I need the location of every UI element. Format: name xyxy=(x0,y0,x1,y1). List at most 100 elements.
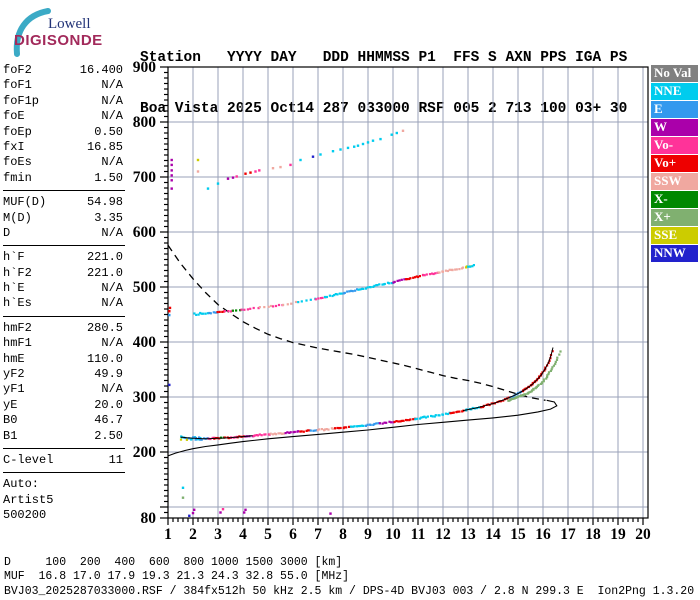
param-row-yf2: yF2 49.9 xyxy=(3,367,123,382)
echo-dot xyxy=(274,433,278,436)
echo-dot xyxy=(288,431,291,434)
panel-separator xyxy=(3,190,125,192)
x-axis-label: 18 xyxy=(585,526,601,543)
echo-dot xyxy=(381,422,384,425)
echo-dot xyxy=(328,294,331,297)
legend-item-e: E xyxy=(651,101,698,118)
echo-dot xyxy=(554,362,557,366)
param-value: N/A xyxy=(101,93,123,108)
echo-dot xyxy=(196,158,200,162)
param-value: 0.50 xyxy=(94,124,123,139)
echo-dot xyxy=(312,429,315,432)
param-label: B1 xyxy=(3,428,18,443)
param-row-hme: hmE 110.0 xyxy=(3,352,123,367)
echo-dot xyxy=(243,308,246,311)
echo-dot xyxy=(286,431,289,434)
param-row-hmf2: hmF2 280.5 xyxy=(3,321,123,336)
echo-dot xyxy=(401,129,405,132)
echo-dot xyxy=(469,265,472,268)
param-label: foF2 xyxy=(3,63,32,77)
echo-dot xyxy=(319,153,322,156)
ionogram-plot: 900 800 700 600 500 400 300 200 80 1 2 3 4 5 6 7 8 9 10 11 1… xyxy=(133,59,651,543)
y-axis-label: 80 xyxy=(141,510,157,527)
param-label: yF2 xyxy=(3,367,25,382)
echo-dot xyxy=(424,416,428,419)
echo-dot xyxy=(221,508,225,511)
echo-dot xyxy=(348,290,351,293)
echo-dot xyxy=(412,418,415,421)
echo-dot xyxy=(181,486,185,489)
echo-dot xyxy=(235,309,238,312)
x-axis-label: 9 xyxy=(364,526,372,543)
param-row-foe: foE N/A xyxy=(3,109,123,124)
echo-dot xyxy=(413,276,417,279)
y-axis-label: 900 xyxy=(133,59,157,76)
echo-dot xyxy=(546,374,549,377)
echo-dot xyxy=(272,305,275,308)
echo-dot xyxy=(361,142,365,146)
param-label: foEp xyxy=(3,124,32,139)
echo-dot xyxy=(364,424,367,427)
echo-dot xyxy=(454,268,457,271)
echo-dot xyxy=(395,131,398,135)
echo-dot xyxy=(282,432,285,435)
echo-dot xyxy=(336,293,339,296)
param-row-fmin: fmin 1.50 xyxy=(3,171,123,186)
y-axis-label: 700 xyxy=(133,169,157,186)
panel-separator xyxy=(3,447,125,449)
echo-dot xyxy=(362,287,365,290)
transmission-curve-dashed xyxy=(167,244,546,401)
echo-dot xyxy=(538,375,541,378)
echo-dot xyxy=(448,268,451,271)
echo-dot xyxy=(359,424,362,428)
echo-dot xyxy=(185,438,188,441)
y-axis-label: 400 xyxy=(133,334,157,351)
echo-dot xyxy=(267,305,270,308)
x-axis-label: 11 xyxy=(411,526,426,543)
echo-dot xyxy=(297,301,300,304)
echo-dot xyxy=(416,417,419,420)
echo-dot xyxy=(290,302,293,305)
param-value: 280.5 xyxy=(86,320,123,335)
echo-dot xyxy=(353,145,356,148)
echo-dot xyxy=(260,434,263,437)
echo-dot xyxy=(286,303,289,306)
legend-item-vo-: Vo- xyxy=(651,137,698,154)
echo-dot xyxy=(221,310,224,313)
echo-dot xyxy=(451,411,454,414)
echo-dot xyxy=(392,281,395,284)
echo-dot xyxy=(551,350,554,353)
echo-dot xyxy=(471,265,474,268)
echo-dot xyxy=(520,394,523,397)
param-value: 16.400 xyxy=(79,63,123,77)
echo-dot xyxy=(282,303,285,306)
param-row-mufd: MUF(D) 54.98 xyxy=(3,195,123,210)
param-label: hmF2 xyxy=(3,320,32,335)
echo-dot xyxy=(433,415,436,418)
echo-dot xyxy=(390,282,393,285)
param-row-fxi: fxI 16.85 xyxy=(3,140,123,155)
echo-dot xyxy=(452,411,455,414)
param-label: C-level xyxy=(3,452,54,467)
echo-dot xyxy=(226,177,230,180)
logo-text-lowell: Lowell xyxy=(48,16,91,32)
echo-dot xyxy=(256,434,259,437)
echo-dot xyxy=(406,278,409,281)
echo-dot xyxy=(258,306,261,309)
param-value: 3.35 xyxy=(94,210,123,225)
electron-density-profile xyxy=(167,399,558,457)
echo-dot xyxy=(343,426,346,429)
param-value: 221.0 xyxy=(86,265,123,280)
echo-dot xyxy=(197,438,200,441)
param-label: hmE xyxy=(3,351,25,366)
legend-item-nnw: NNW xyxy=(651,245,698,262)
echo-dot xyxy=(364,287,367,290)
echo-dot xyxy=(378,422,381,425)
param-row-hes: h`Es N/A xyxy=(3,296,123,311)
echo-dot xyxy=(441,413,444,416)
x-axis-label: 5 xyxy=(264,526,272,543)
param-value: 20.0 xyxy=(94,397,123,412)
echo-dot xyxy=(408,277,411,281)
autoscaling-line: Artist5 xyxy=(3,492,54,507)
echo-dot xyxy=(502,399,505,402)
